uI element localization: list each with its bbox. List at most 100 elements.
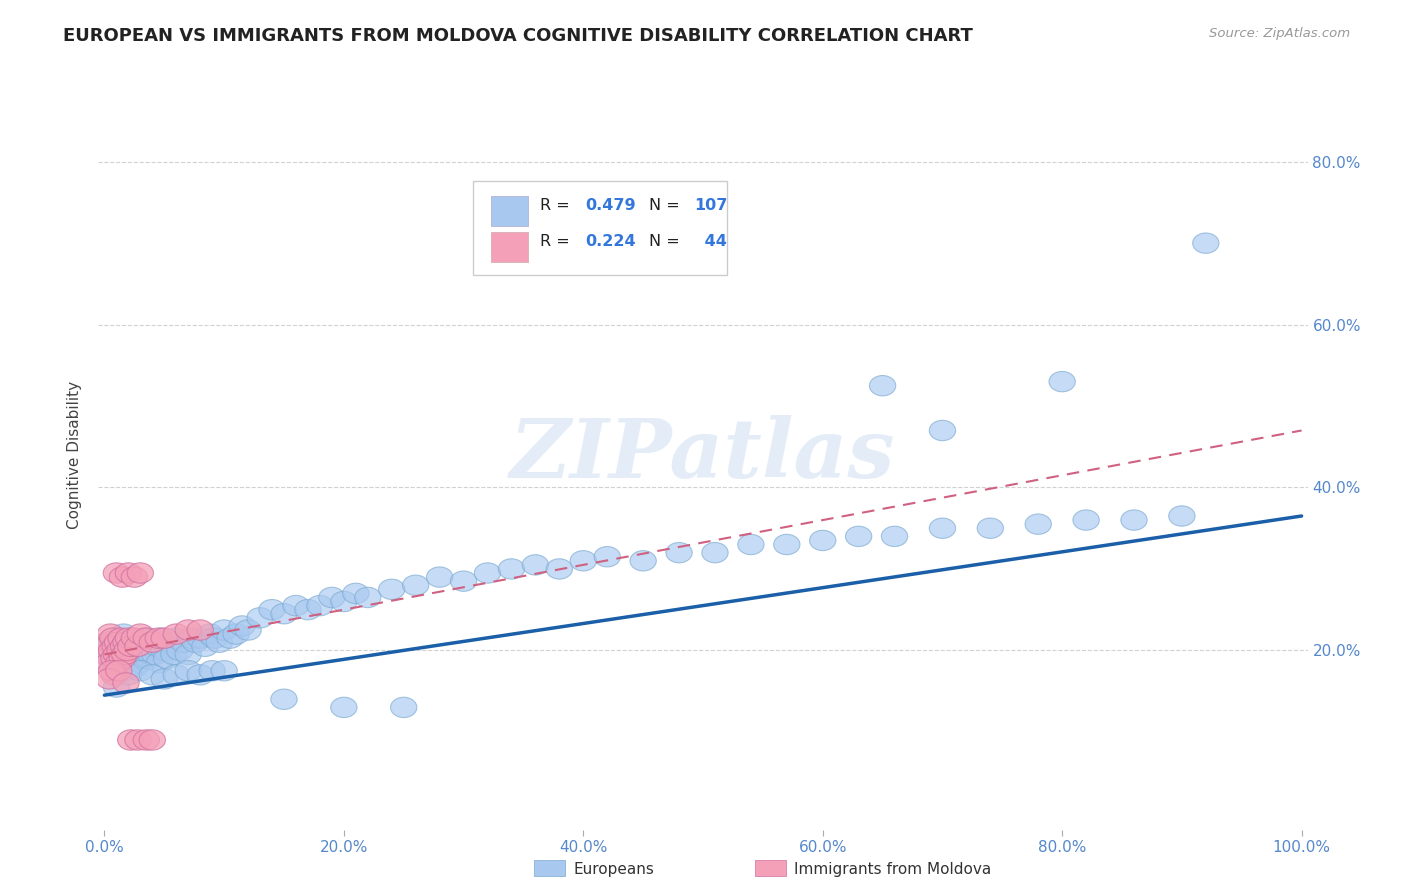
Ellipse shape: [103, 636, 128, 657]
Ellipse shape: [1025, 514, 1052, 534]
Ellipse shape: [773, 534, 800, 555]
Ellipse shape: [97, 624, 124, 644]
Ellipse shape: [1168, 506, 1195, 526]
Ellipse shape: [929, 518, 956, 539]
Ellipse shape: [149, 628, 174, 648]
Ellipse shape: [110, 648, 135, 669]
Ellipse shape: [157, 632, 183, 652]
Ellipse shape: [125, 730, 150, 750]
Ellipse shape: [882, 526, 908, 547]
Ellipse shape: [569, 550, 596, 571]
Ellipse shape: [98, 632, 125, 652]
Ellipse shape: [118, 648, 145, 669]
Ellipse shape: [135, 648, 162, 669]
Ellipse shape: [101, 636, 127, 657]
Ellipse shape: [94, 644, 120, 665]
Ellipse shape: [117, 640, 143, 661]
Ellipse shape: [105, 650, 132, 671]
Ellipse shape: [108, 646, 135, 666]
Ellipse shape: [103, 644, 129, 665]
Ellipse shape: [163, 628, 190, 648]
Ellipse shape: [124, 632, 150, 652]
Ellipse shape: [200, 661, 225, 681]
Ellipse shape: [111, 644, 138, 665]
Ellipse shape: [125, 636, 150, 657]
Ellipse shape: [929, 420, 956, 441]
Ellipse shape: [498, 558, 524, 579]
Ellipse shape: [129, 640, 156, 661]
Ellipse shape: [426, 567, 453, 587]
Ellipse shape: [134, 640, 159, 661]
Ellipse shape: [224, 624, 249, 644]
Ellipse shape: [153, 648, 180, 669]
Ellipse shape: [235, 620, 262, 640]
Ellipse shape: [105, 661, 132, 681]
Ellipse shape: [738, 534, 763, 555]
Ellipse shape: [96, 652, 122, 673]
Ellipse shape: [103, 677, 129, 698]
Ellipse shape: [330, 591, 357, 612]
Ellipse shape: [163, 665, 190, 685]
Ellipse shape: [132, 648, 159, 669]
Ellipse shape: [197, 624, 224, 644]
Ellipse shape: [630, 550, 657, 571]
Text: N =: N =: [648, 198, 685, 213]
Ellipse shape: [295, 599, 321, 620]
Ellipse shape: [112, 632, 139, 652]
Ellipse shape: [104, 628, 131, 648]
Ellipse shape: [174, 644, 201, 665]
Ellipse shape: [183, 632, 208, 652]
Ellipse shape: [131, 628, 157, 648]
Ellipse shape: [247, 607, 273, 628]
Ellipse shape: [259, 599, 285, 620]
Ellipse shape: [271, 689, 297, 709]
Ellipse shape: [127, 661, 153, 681]
Ellipse shape: [127, 644, 153, 665]
Text: 0.224: 0.224: [586, 234, 637, 249]
Ellipse shape: [134, 730, 159, 750]
Ellipse shape: [118, 628, 143, 648]
Ellipse shape: [105, 652, 132, 673]
Ellipse shape: [97, 648, 124, 669]
Ellipse shape: [378, 579, 405, 599]
Ellipse shape: [810, 530, 837, 550]
Ellipse shape: [111, 636, 136, 657]
Ellipse shape: [134, 628, 159, 648]
Ellipse shape: [110, 567, 135, 587]
Ellipse shape: [100, 652, 127, 673]
Ellipse shape: [217, 628, 243, 648]
Ellipse shape: [139, 632, 166, 652]
Ellipse shape: [98, 640, 125, 661]
Ellipse shape: [546, 558, 572, 579]
Ellipse shape: [115, 652, 142, 673]
Ellipse shape: [1073, 510, 1099, 530]
Ellipse shape: [96, 669, 122, 690]
Text: Europeans: Europeans: [574, 863, 655, 877]
Ellipse shape: [107, 634, 134, 655]
Ellipse shape: [1192, 233, 1219, 253]
FancyBboxPatch shape: [492, 233, 527, 262]
Ellipse shape: [115, 628, 142, 648]
Ellipse shape: [146, 652, 173, 673]
Ellipse shape: [845, 526, 872, 547]
Ellipse shape: [150, 640, 177, 661]
Ellipse shape: [94, 632, 121, 652]
Ellipse shape: [128, 632, 155, 652]
Ellipse shape: [115, 563, 142, 583]
Ellipse shape: [474, 563, 501, 583]
Ellipse shape: [191, 636, 218, 657]
Ellipse shape: [170, 632, 197, 652]
Ellipse shape: [118, 730, 143, 750]
Ellipse shape: [595, 547, 620, 567]
Ellipse shape: [108, 628, 135, 648]
Ellipse shape: [167, 640, 193, 661]
Ellipse shape: [98, 661, 125, 681]
Ellipse shape: [150, 669, 177, 690]
Ellipse shape: [100, 628, 127, 648]
Ellipse shape: [201, 628, 228, 648]
Ellipse shape: [869, 376, 896, 396]
Ellipse shape: [139, 730, 166, 750]
Ellipse shape: [702, 542, 728, 563]
Ellipse shape: [343, 583, 368, 604]
Ellipse shape: [125, 640, 150, 661]
